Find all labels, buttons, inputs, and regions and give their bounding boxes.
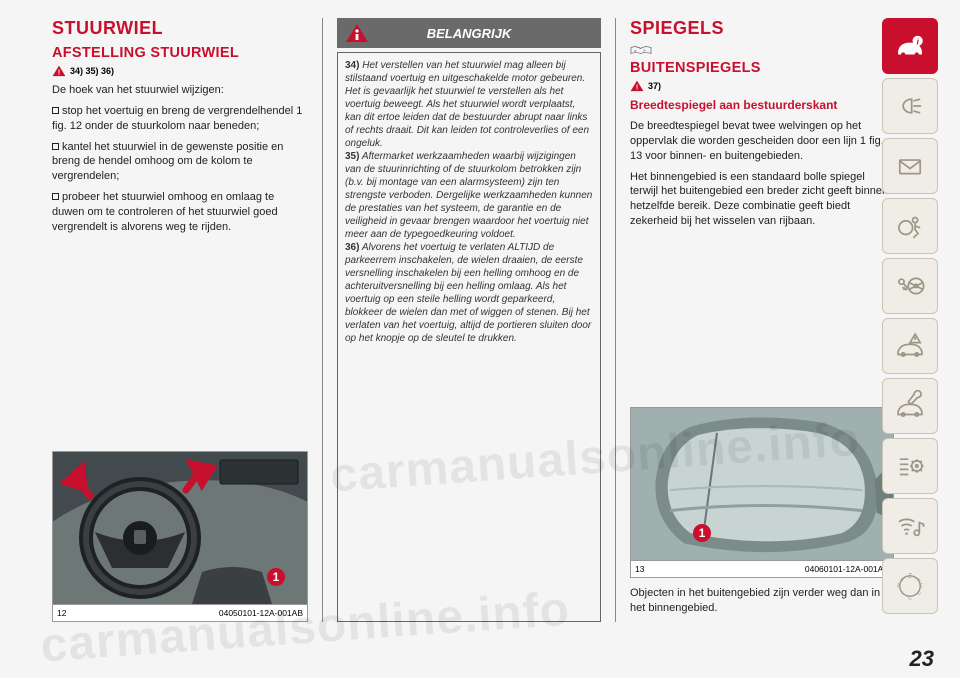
n35-label: 35) [345,151,359,162]
sidebar-nav: i Z E B C A D T S [882,18,938,614]
column-divider-1 [322,18,323,622]
page-number: 23 [910,646,934,672]
notes-box: 34) Het verstellen van het stuurwiel mag… [337,52,601,622]
figure-12-code: 04050101-12A-001AB [219,608,303,618]
belangrijk-label: BELANGRIJK [427,26,512,41]
n34-text: Het verstellen van het stuurwiel mag all… [345,60,589,149]
subtitle-buitenspiegels: BUITENSPIEGELS [630,60,894,76]
svg-text:!: ! [636,84,638,91]
p3: Objecten in het buitengebied zijn verder… [630,586,894,616]
figure-13: 1 13 04060101-12A-001AB [630,407,894,578]
warning-ref-text: 34) 35) 36) [70,66,114,76]
figure-13-code: 04060101-12A-001AB [805,564,889,574]
svg-text:B: B [897,584,901,590]
title-spiegels: SPIEGELS [630,18,894,39]
warning-triangle-icon: ! [630,80,644,92]
column-2: BELANGRIJK 34) Het verstellen van het st… [337,18,601,622]
svg-text:D: D [918,591,921,596]
sidebar-item-airbag[interactable] [882,198,938,254]
svg-text:C: C [908,596,912,602]
svg-text:T: T [901,591,904,596]
p1: De breedtespiegel bevat twee welvingen o… [630,119,894,164]
svg-text:Z: Z [908,574,912,580]
n34-label: 34) [345,60,359,71]
figure-13-caption: 13 04060101-12A-001AB [631,560,893,577]
figure-12-caption: 12 04050101-12A-001AB [53,604,307,621]
column-divider-2 [615,18,616,622]
warning-refs-col1: ! 34) 35) 36) [52,65,308,77]
svg-text:E: E [919,584,923,590]
subhead-breedtespiegel: Breedtespiegel aan bestuurderskant [630,98,894,113]
svg-text:e: e [635,49,637,53]
sidebar-item-compass[interactable]: Z E B C A D T S [882,558,938,614]
svg-text:!: ! [58,69,60,76]
sidebar-item-car-info[interactable]: i [882,18,938,74]
subtitle-afstelling: AFSTELLING STUURWIEL [52,45,308,61]
n35-text: Aftermarket werkzaamheden waarbij wijzig… [345,151,592,240]
figure-13-num: 13 [635,564,644,574]
warning-refs-col3: ! 37) [630,80,894,92]
n36-label: 36) [345,242,359,253]
sidebar-item-wifi-music[interactable] [882,498,938,554]
svg-text:S: S [901,577,904,582]
bullet-3: probeer het stuurwiel omhoog en omlaag t… [52,190,308,235]
figure-callout-1: 1 [267,568,285,586]
sidebar-item-wrench[interactable] [882,378,938,434]
sidebar-item-key-wheel[interactable] [882,258,938,314]
title-stuurwiel: STUURWIEL [52,18,308,39]
sidebar-item-settings-list[interactable] [882,438,938,494]
warning-ref-text-37: 37) [648,81,661,91]
sidebar-item-car-warning[interactable] [882,318,938,374]
column-1: STUURWIEL AFSTELLING STUURWIEL ! 34) 35)… [52,18,308,622]
figure-12-num: 12 [57,608,66,618]
intro-text: De hoek van het stuurwiel wijzigen: [52,83,308,98]
warning-triangle-icon: ! [52,65,66,77]
warning-triangle-icon [345,23,369,43]
figure-12: 1 12 04050101-12A-001AB [52,451,308,622]
sidebar-item-headlight[interactable] [882,78,938,134]
svg-text:A: A [918,577,921,582]
column-3: SPIEGELS e ⠗ BUITENSPIEGELS ! 37) Breedt… [630,18,894,622]
belangrijk-banner: BELANGRIJK [337,18,601,48]
n36-text: Alvorens het voertuig te verlaten ALTIJD… [345,242,591,344]
svg-text:⠗: ⠗ [643,49,646,55]
p2: Het binnengebied is een standaard bolle … [630,170,894,229]
book-icon: e ⠗ [630,45,652,56]
bullet-2: kantel het stuurwiel in de gewenste posi… [52,140,308,185]
sidebar-item-mail[interactable] [882,138,938,194]
bullet-1: stop het voertuig en breng de vergrendel… [52,104,308,134]
